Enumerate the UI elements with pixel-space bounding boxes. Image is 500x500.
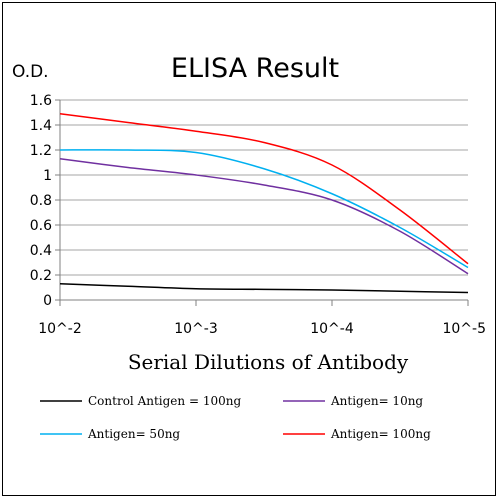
x-tick-label: 10^-4 [310,321,354,337]
y-axis-label: O.D. [12,62,49,82]
legend-label-3: Antigen= 100ng [330,427,431,441]
series-line-0 [59,283,469,294]
x-axis-label: Serial Dilutions of Antibody [128,350,409,374]
grid [60,99,468,301]
y-tick-label: 1.2 [30,143,52,159]
x-tick-label: 10^-5 [442,321,486,337]
series-lines [59,113,469,294]
y-tick-label: 0.2 [30,268,52,284]
legend: Control Antigen = 100ng Antigen= 10ng Anti… [40,394,431,441]
chart-title: ELISA Result [171,53,339,84]
x-tick-label: 10^-2 [38,321,82,337]
legend-label-2: Antigen= 50ng [87,427,180,441]
y-tick-label: 1 [43,168,52,184]
series-line-1 [59,158,469,275]
y-tick-label: 1.6 [30,93,52,109]
y-tick-label: 0 [43,293,52,309]
axes [55,99,469,306]
series-line-3 [59,113,469,265]
y-tick-label: 0.4 [30,243,52,259]
y-tick-label: 0.6 [30,218,52,234]
legend-label-1: Antigen= 10ng [330,394,423,408]
y-tick-label: 1.4 [30,118,52,134]
x-tick-labels: 10^-2 10^-3 10^-4 10^-5 [38,321,486,337]
x-tick-label: 10^-3 [174,321,218,337]
y-tick-label: 0.8 [30,193,52,209]
y-tick-labels: 0 0.2 0.4 0.6 0.8 1 1.2 1.4 1.6 [30,93,52,309]
chart-frame [2,2,496,496]
series-line-2 [59,149,469,269]
legend-label-0: Control Antigen = 100ng [88,394,241,408]
